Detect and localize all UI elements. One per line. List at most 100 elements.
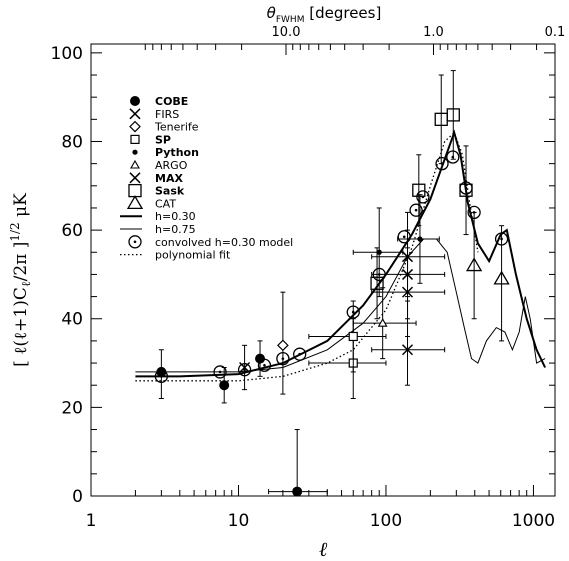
marker-shape (435, 156, 449, 171)
marker-dot (351, 310, 355, 314)
data-point (435, 156, 449, 171)
marker-shape (126, 195, 144, 210)
marker-shape (213, 365, 227, 379)
legend-item: Sask (128, 183, 185, 198)
y-tick-label: 80 (61, 132, 83, 152)
marker-shape (409, 203, 423, 217)
marker-shape (467, 205, 481, 220)
legend-swatch (129, 172, 141, 184)
data-point (397, 230, 411, 244)
legend-swatch (130, 134, 140, 144)
legend-swatch (128, 235, 142, 249)
marker-shape (401, 251, 414, 263)
data-point (237, 363, 252, 377)
marker-dot (402, 235, 406, 239)
marker-shape (416, 190, 430, 204)
data-point (401, 251, 414, 263)
marker-shape (377, 318, 388, 327)
marker-shape (465, 257, 483, 272)
data-point (494, 232, 509, 246)
marker-shape (370, 276, 384, 290)
marker-shape (132, 149, 138, 155)
legend-label: Tenerife (154, 121, 199, 134)
data-point (377, 318, 388, 327)
marker-shape (129, 172, 141, 184)
legend-swatch (130, 159, 140, 169)
top-axis-label-part: FWHM (276, 15, 305, 25)
y-axis-label-part: /2π ] (11, 242, 31, 282)
legend-label: COBE (155, 95, 188, 108)
marker-dot (298, 352, 301, 356)
marker-shape (346, 305, 360, 319)
legend-label: FIRS (155, 108, 179, 121)
marker-shape (276, 351, 290, 366)
marker-shape (237, 363, 252, 377)
data-point (257, 358, 272, 372)
data-point (446, 150, 460, 164)
data-point (213, 365, 227, 379)
legend-swatch (128, 183, 142, 198)
data-point (416, 190, 430, 204)
data-point (255, 353, 266, 364)
series-convolved-h-0-30-model (154, 150, 509, 384)
series-python (352, 194, 440, 298)
y-axis-label-part: [ ℓ(ℓ+1)C (11, 287, 31, 367)
series-firs (239, 344, 251, 391)
curve-h-0-30 (135, 129, 547, 378)
legend-item: MAX (129, 172, 183, 185)
data-point (154, 369, 169, 384)
marker-shape (372, 267, 386, 282)
y-axis-label-part: ℓ (19, 281, 33, 287)
top-axis-label: θFWHM [degrees] (267, 4, 382, 25)
data-point (446, 108, 460, 122)
top-tick-label: 1.0 (423, 25, 444, 40)
legend-item: Tenerife (129, 120, 199, 134)
marker-shape (292, 486, 303, 497)
marker-dot (414, 208, 418, 212)
marker-shape (397, 230, 411, 244)
series-argo (352, 287, 417, 360)
marker-dot (464, 186, 468, 190)
marker-shape (348, 331, 358, 342)
marker-dot (281, 357, 285, 360)
marker-dot (451, 155, 455, 159)
marker-dot (243, 368, 246, 372)
marker-shape (129, 120, 141, 133)
x-axis-label: ℓ (319, 537, 328, 561)
marker-shape (459, 181, 473, 195)
marker-shape (446, 108, 460, 122)
y-axis-label-part: μK (11, 193, 31, 222)
x-tick-label: 1000 (512, 511, 555, 531)
legend-swatch (132, 149, 138, 155)
legend-swatch (129, 108, 141, 120)
marker-shape (412, 183, 426, 197)
legend-label: h=0.30 (155, 210, 196, 223)
marker-shape (401, 344, 414, 356)
x-tick-label: 100 (370, 511, 402, 531)
series-cat (465, 211, 510, 342)
data-point (346, 305, 360, 319)
data-point (459, 181, 473, 195)
legend-item: h=0.30 (120, 210, 196, 223)
data-point (417, 236, 423, 242)
data-point (156, 366, 167, 377)
y-tick-label: 100 (51, 44, 83, 64)
legend-item: FIRS (129, 108, 179, 121)
marker-dot (472, 211, 476, 214)
data-point (219, 380, 230, 391)
data-point (276, 351, 290, 366)
marker-shape (446, 150, 460, 164)
data-point (277, 339, 289, 352)
marker-dot (218, 370, 222, 374)
legend-item: h=0.75 (120, 223, 196, 236)
marker-shape (293, 347, 307, 361)
marker-shape (257, 358, 272, 372)
legend-label: polynomial fit (155, 249, 231, 262)
marker-dot (421, 195, 425, 199)
y-tick-label: 20 (61, 398, 83, 418)
marker-dot (263, 363, 266, 367)
curve-h-0-75 (135, 238, 546, 373)
marker-shape (219, 380, 230, 391)
y-tick-label: 40 (61, 310, 83, 330)
